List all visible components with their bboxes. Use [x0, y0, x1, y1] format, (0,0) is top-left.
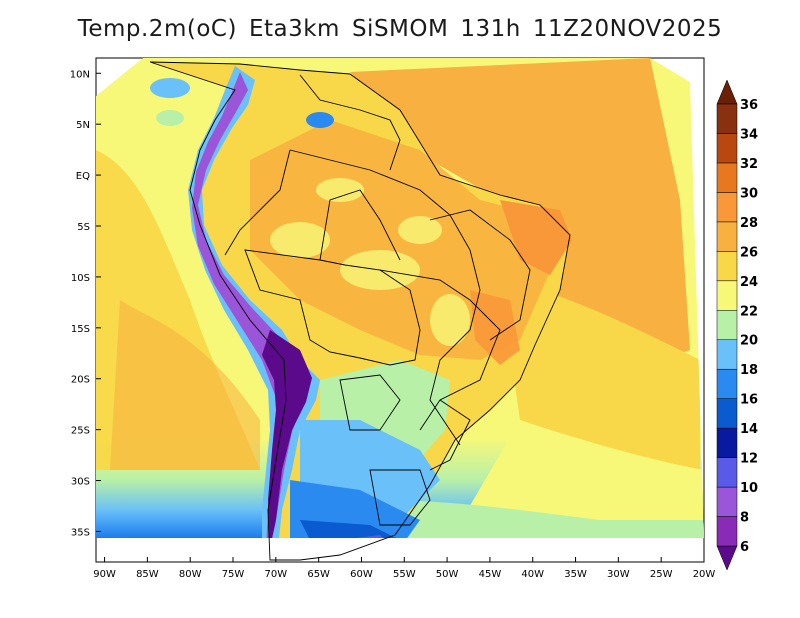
colombia-peru-border — [224, 149, 291, 256]
colorbar-segment — [716, 398, 738, 429]
lon-label: 55W — [393, 569, 416, 580]
colorbar: 6 8 10 12 14 16 18 20 22 24 26 28 30 32 34 36 — [716, 79, 758, 571]
colorbar-level-label: 22 — [740, 304, 758, 319]
colorbar-level-label: 26 — [740, 245, 758, 260]
colorbar-segment — [716, 192, 738, 223]
colorbar-segment — [716, 133, 738, 164]
colorbar-level-label: 18 — [740, 363, 758, 378]
colorbar-segment — [716, 516, 738, 547]
lon-label: 40W — [521, 569, 544, 580]
lon-label: 50W — [436, 569, 459, 580]
title-lead-time: 131h — [460, 16, 521, 42]
colorbar-bottom-arrow — [716, 545, 738, 571]
colorbar-segment — [716, 368, 738, 399]
continent-outline — [149, 61, 571, 561]
colorbar-level-label: 32 — [740, 157, 758, 172]
lon-label: 90W — [93, 569, 116, 580]
title-system: SiSMOM — [351, 16, 449, 42]
colorbar-segment — [716, 457, 738, 488]
map-title: Temp.2m(oC) Eta3km SiSMOM 131h 11Z20NOV2025 — [0, 16, 800, 42]
longitude-axis: 90W 85W 80W 75W 70W 65W 60W 55W 50W 45W 40W 35W 30W 2… — [93, 557, 715, 580]
pacific-north-cool-patch — [150, 78, 190, 98]
colorbar-level-label: 36 — [740, 98, 758, 113]
colorbar-segment — [716, 427, 738, 458]
title-model: Eta3km — [248, 16, 340, 42]
bolivia-border — [244, 249, 421, 366]
colorbar-segment — [716, 221, 738, 252]
colorbar-level-label: 8 — [740, 511, 749, 526]
colorbar-top-arrow — [716, 79, 738, 105]
lat-label: 30S — [71, 477, 90, 488]
lat-label: 10N — [70, 69, 90, 80]
colorbar-level-label: 16 — [740, 393, 758, 408]
patagonia-cold-region — [300, 520, 410, 538]
lat-label: 5N — [76, 120, 90, 131]
lat-label: 15S — [71, 324, 90, 335]
colorbar-segment — [716, 251, 738, 282]
guiana-highland-patch — [306, 112, 334, 128]
lat-label: 35S — [71, 527, 90, 538]
colorbar-level-label: 30 — [740, 186, 758, 201]
colorbar-segment — [716, 162, 738, 193]
lat-label: 25S — [71, 426, 90, 437]
lon-label: 85W — [136, 569, 159, 580]
latitude-axis: 10N 5N EQ 5S 10S 15S 20S 25S 30S 35S — [70, 69, 101, 538]
brazil-state-borders-south — [429, 399, 471, 471]
pacific-warm-core — [110, 300, 260, 470]
lat-label: EQ — [76, 171, 90, 182]
colorbar-level-label: 10 — [740, 481, 758, 496]
andes-coldest-band — [262, 330, 312, 538]
colorbar-segment — [716, 103, 738, 134]
lon-label: 35W — [564, 569, 587, 580]
colorbar-level-label: 24 — [740, 275, 758, 290]
lon-label: 25W — [650, 569, 673, 580]
colorbar-segment — [716, 486, 738, 517]
lon-label: 30W — [607, 569, 630, 580]
lon-label: 75W — [222, 569, 245, 580]
colorbar-level-label: 14 — [740, 422, 758, 437]
lat-label: 5S — [77, 222, 90, 233]
colorbar-segment — [716, 339, 738, 370]
central-hot-region — [470, 290, 520, 365]
title-variable: Temp.2m(oC) — [77, 16, 237, 42]
colorbar-segment — [716, 310, 738, 340]
lon-label: 45W — [479, 569, 502, 580]
brazil-west-border — [289, 149, 481, 446]
colorbar-level-label: 12 — [740, 452, 758, 467]
brazil-state-borders-north — [429, 209, 531, 341]
colorbar-level-label: 6 — [740, 540, 749, 555]
pacific-north-mild-patch — [156, 110, 184, 126]
uruguay-border — [369, 469, 431, 526]
venezuela-border — [299, 74, 401, 171]
lat-label: 20S — [71, 375, 90, 386]
south-atlantic-cool — [370, 500, 704, 538]
lon-label: 60W — [350, 569, 373, 580]
patagonia-coldest-region — [340, 535, 395, 538]
lon-label: 80W — [179, 569, 202, 580]
colorbar-level-label: 34 — [740, 127, 758, 142]
brazil-state-borders-amazon — [319, 189, 401, 261]
lon-label: 65W — [307, 569, 330, 580]
lat-label: 10S — [71, 273, 90, 284]
colorbar-level-label: 20 — [740, 334, 758, 349]
lon-label: 20W — [693, 569, 716, 580]
political-boundaries — [149, 61, 571, 561]
colorbar-level-label: 28 — [740, 216, 758, 231]
temperature-field — [96, 58, 704, 538]
paraguay-border — [339, 374, 401, 431]
title-valid-time: 11Z20NOV2025 — [532, 16, 723, 42]
lon-label: 70W — [265, 569, 288, 580]
colorbar-segment — [716, 280, 738, 311]
